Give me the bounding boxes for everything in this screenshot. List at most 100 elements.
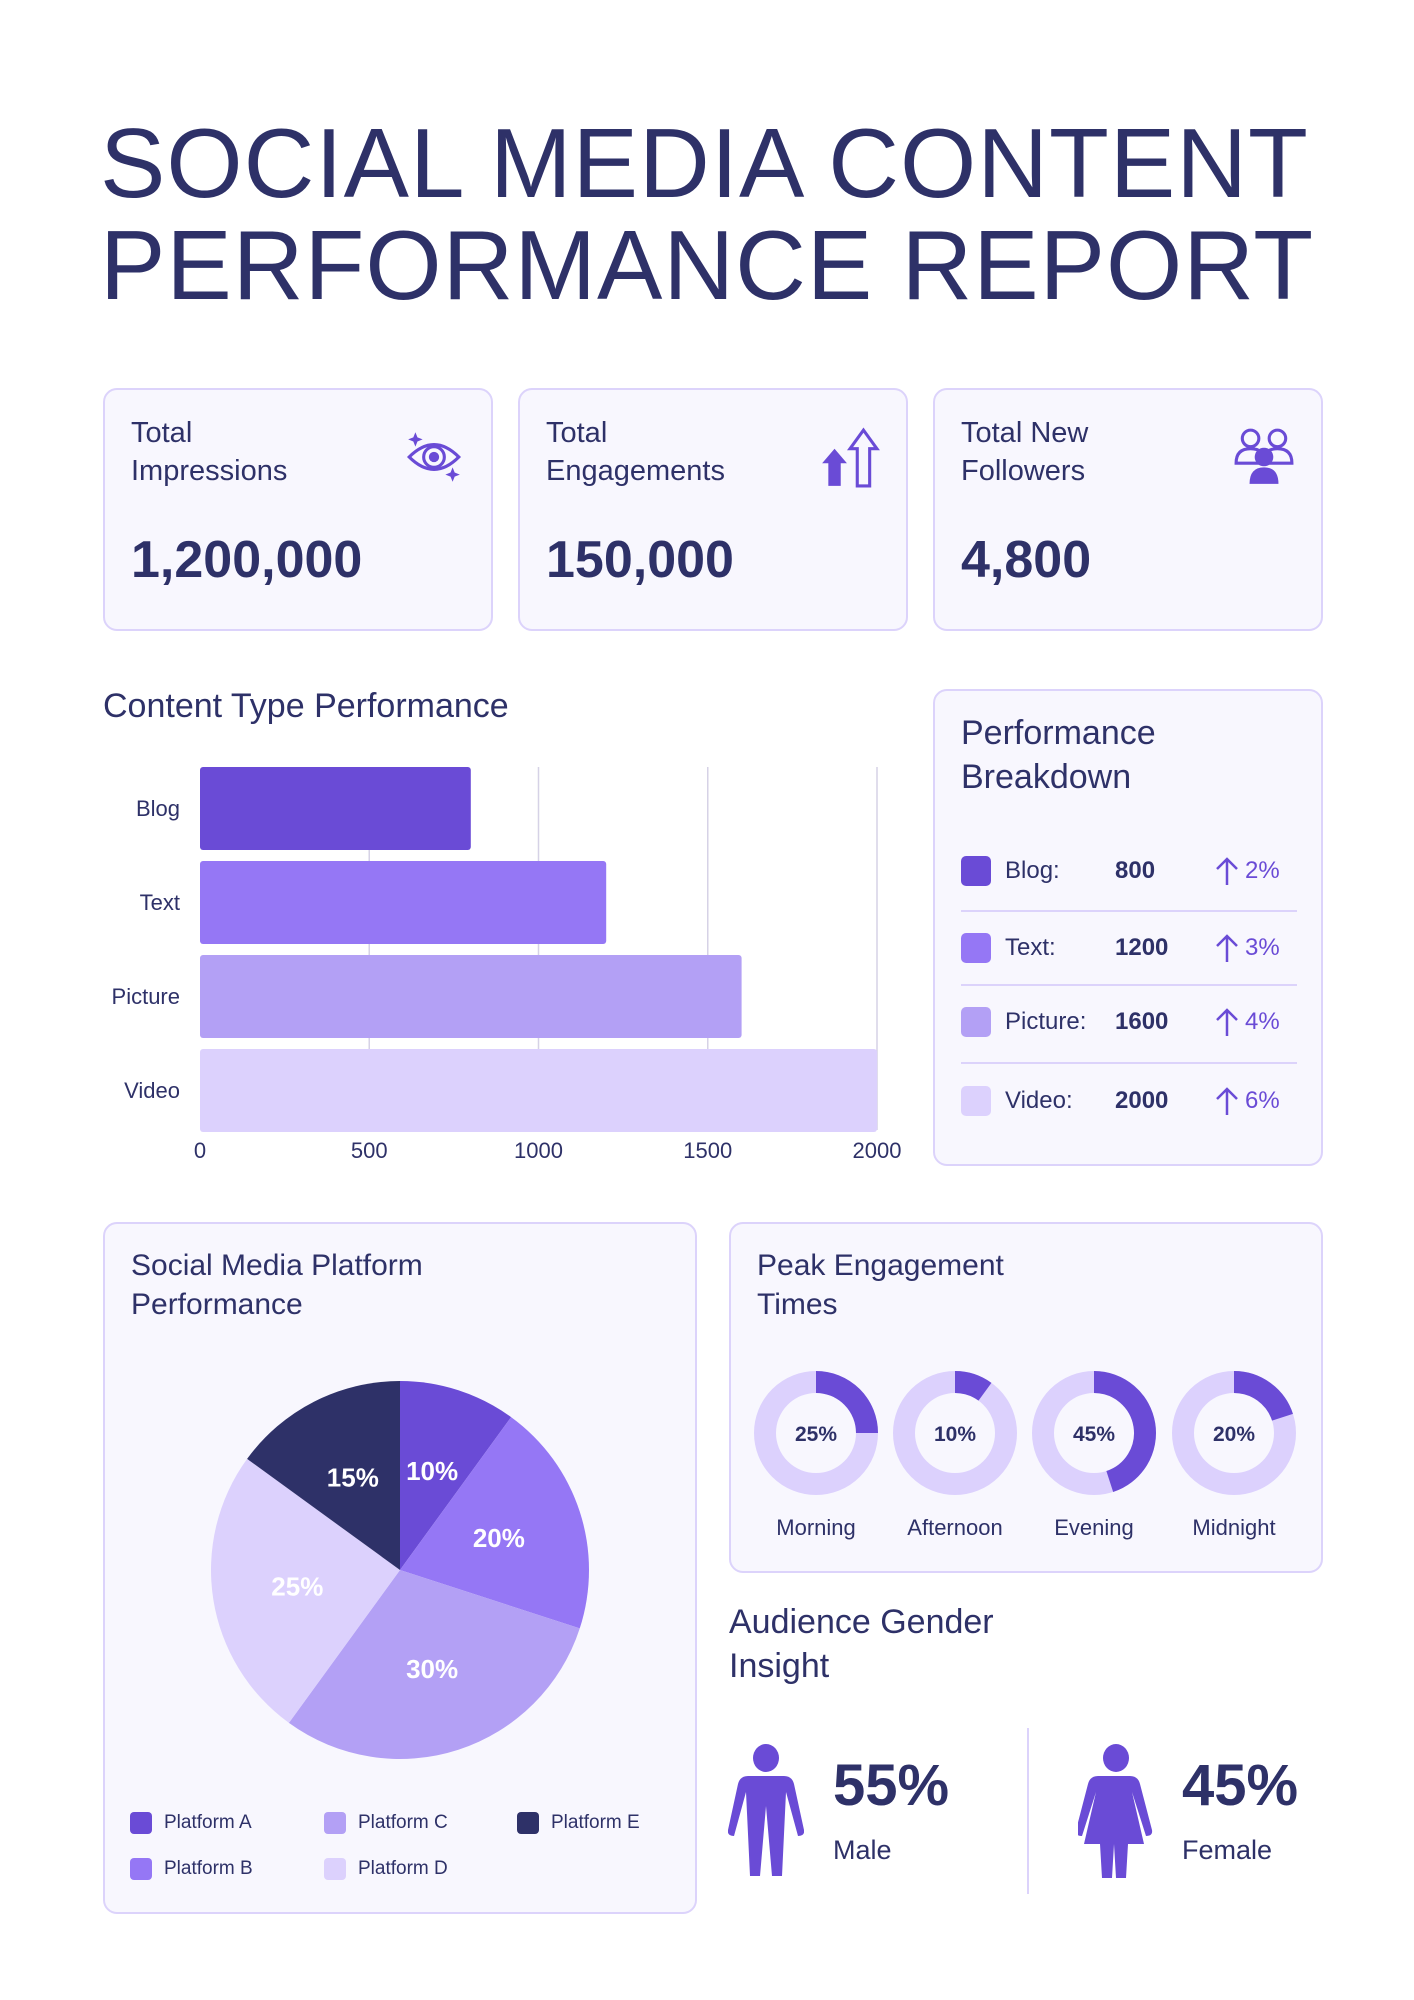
legend-text: Platform B xyxy=(164,1858,253,1879)
slice-label: 20% xyxy=(473,1523,525,1553)
slice-label: 15% xyxy=(327,1462,379,1492)
slice-label: 25% xyxy=(271,1571,323,1601)
bar-text xyxy=(200,861,607,944)
x-tick-label: 2000 xyxy=(852,1138,902,1163)
stat-value: 150,000 xyxy=(546,531,734,589)
category-label: Text xyxy=(139,889,180,915)
pie-slice-b xyxy=(400,1417,589,1629)
stat-label: Total New Followers xyxy=(961,417,1089,487)
donut-percent: 25% xyxy=(795,1423,837,1446)
bar-blog xyxy=(200,767,471,850)
row-label: Blog: xyxy=(1005,857,1060,884)
row-label: Picture: xyxy=(1005,1008,1087,1035)
stat-label: Total Impressions xyxy=(131,417,288,487)
breakdown-row: Picture: 1600 4% xyxy=(961,1002,1297,1042)
category-label: Blog xyxy=(135,795,180,821)
legend-text: Platform D xyxy=(358,1858,448,1879)
pie-slice-d xyxy=(210,1458,400,1723)
donut-value-arc xyxy=(1233,1371,1293,1422)
female-percent: 45% xyxy=(1182,1753,1299,1818)
row-change: 6% xyxy=(1245,1087,1280,1114)
breakdown-row: Video: 2000 6% xyxy=(961,1081,1297,1121)
row-change: 3% xyxy=(1245,934,1280,961)
legend-text: Platform C xyxy=(358,1812,448,1833)
arrow-up-icon xyxy=(1216,1008,1238,1036)
row-change: 2% xyxy=(1245,857,1280,884)
female-label: Female xyxy=(1182,1835,1273,1865)
stat-value: 4,800 xyxy=(961,531,1092,589)
legend-item: Platform A xyxy=(130,1812,252,1834)
stat-label: Total Engagements xyxy=(546,417,725,487)
legend-swatch xyxy=(130,1812,152,1834)
donut-percent: 20% xyxy=(1213,1423,1255,1446)
donut-value-arc xyxy=(1093,1371,1156,1492)
donut-label: Afternoon xyxy=(907,1515,1003,1540)
arrows-up-icon xyxy=(822,427,880,488)
stat-value: 1,200,000 xyxy=(131,531,363,589)
legend-item: Platform C xyxy=(324,1812,448,1834)
eye-sparkle-icon xyxy=(407,432,461,482)
female-icon xyxy=(1078,1744,1153,1878)
row-value: 1200 xyxy=(1115,934,1169,961)
x-tick-label: 500 xyxy=(350,1138,388,1163)
category-label: Picture xyxy=(111,983,180,1009)
row-label: Video: xyxy=(1005,1087,1073,1114)
arrow-up-icon xyxy=(1216,934,1238,962)
stat-card-impressions: Total Impressions 1,200,000 xyxy=(103,388,493,631)
stat-card-engagements: Total Engagements 150,000 xyxy=(518,388,908,631)
row-change: 4% xyxy=(1245,1008,1280,1035)
color-swatch xyxy=(961,933,991,963)
arrow-up-icon xyxy=(1216,857,1238,885)
users-icon xyxy=(1234,428,1294,484)
row-value: 1600 xyxy=(1115,1008,1169,1035)
pie-slice-c xyxy=(288,1570,580,1759)
male-icon xyxy=(728,1744,804,1876)
legend-item: Platform D xyxy=(324,1858,448,1880)
row-divider xyxy=(961,1062,1297,1064)
bar-chart-title: Content Type Performance xyxy=(103,687,509,725)
gender-title: Audience Gender Insight xyxy=(729,1603,994,1685)
breakdown-row: Text: 1200 3% xyxy=(961,928,1297,968)
breakdown-title: Performance Breakdown xyxy=(961,714,1156,796)
legend-swatch xyxy=(324,1858,346,1880)
bar-picture xyxy=(200,955,742,1038)
pie-slice-a xyxy=(400,1381,512,1570)
gender-divider xyxy=(1027,1728,1029,1894)
donut-value-arc xyxy=(815,1371,878,1434)
donut-label: Morning xyxy=(776,1515,856,1540)
color-swatch xyxy=(961,1086,991,1116)
pie-title: Social Media Platform Performance xyxy=(131,1249,423,1321)
donut-percent: 10% xyxy=(934,1423,976,1446)
slice-label: 10% xyxy=(406,1456,458,1486)
donut-percent: 45% xyxy=(1073,1423,1115,1446)
x-tick-label: 1500 xyxy=(683,1138,733,1163)
stat-card-followers: Total New Followers 4,800 xyxy=(933,388,1323,631)
breakdown-row: Blog: 800 2% xyxy=(961,851,1297,891)
legend-swatch xyxy=(517,1812,539,1834)
category-label: Video xyxy=(124,1077,180,1103)
legend-text: Platform A xyxy=(164,1812,252,1833)
legend-swatch xyxy=(324,1812,346,1834)
legend-text: Platform E xyxy=(551,1812,640,1833)
donut-label: Midnight xyxy=(1192,1515,1276,1540)
row-divider xyxy=(961,984,1297,986)
page-title: SOCIAL MEDIA CONTENT PERFORMANCE REPORT xyxy=(100,108,1315,320)
pie-slice-e xyxy=(247,1381,400,1570)
legend-item: Platform B xyxy=(130,1858,253,1880)
bar-video xyxy=(200,1049,877,1132)
row-value: 2000 xyxy=(1115,1087,1169,1114)
slice-label: 30% xyxy=(406,1654,458,1684)
color-swatch xyxy=(961,1007,991,1037)
legend-swatch xyxy=(130,1858,152,1880)
performance-breakdown-card: Performance Breakdown Blog: 800 2% Text: 120… xyxy=(933,689,1323,1166)
x-tick-label: 0 xyxy=(193,1138,207,1163)
arrow-up-icon xyxy=(1216,1087,1238,1115)
row-value: 800 xyxy=(1115,857,1156,884)
x-tick-label: 1000 xyxy=(514,1138,563,1163)
color-swatch xyxy=(961,856,991,886)
peak-engagement-card: Peak Engagement Times xyxy=(729,1222,1323,1573)
donut-value-arc xyxy=(954,1371,992,1401)
row-label: Text: xyxy=(1005,934,1056,961)
